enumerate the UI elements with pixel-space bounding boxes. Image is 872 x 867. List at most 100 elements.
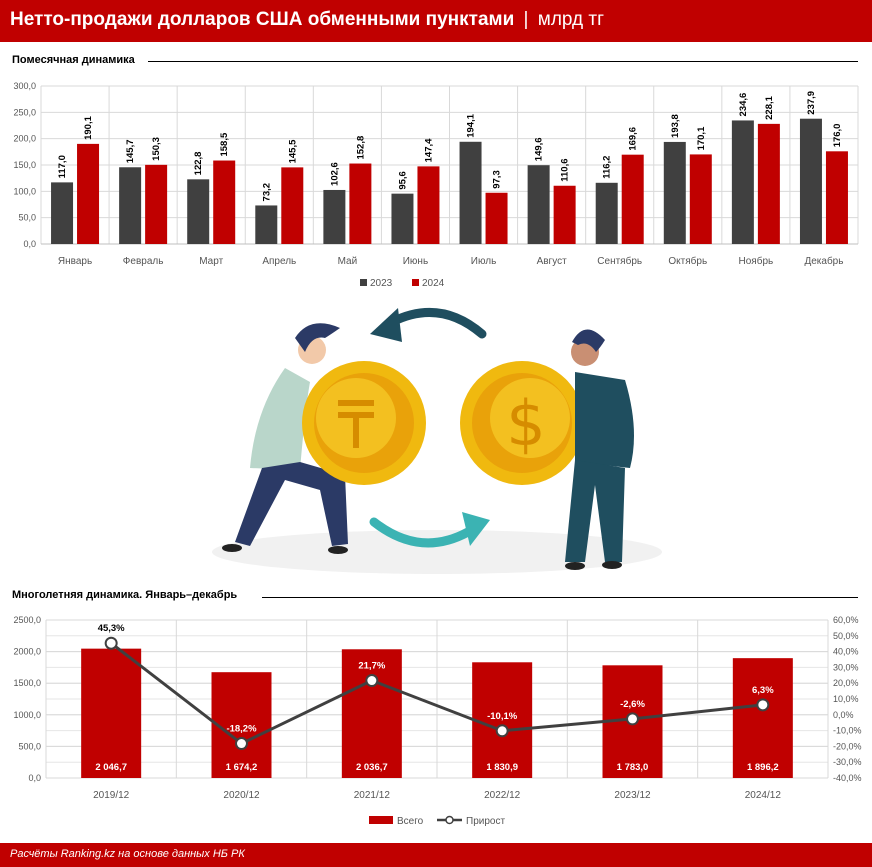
- exchange-arrows-icon: [369, 307, 490, 548]
- x-category-label: Август: [537, 256, 568, 267]
- y2-tick-label: 30,0%: [833, 662, 859, 672]
- legend-swatch-growth-marker: [445, 815, 454, 825]
- legend-label: 2024: [422, 278, 445, 289]
- y2-tick-label: -30,0%: [833, 757, 862, 767]
- x-category-label: 2023/12: [614, 790, 651, 801]
- data-label: 149,6: [534, 137, 545, 161]
- x-category-label: Октябрь: [668, 255, 707, 267]
- data-label: 152,8: [355, 136, 366, 160]
- header-bar: Нетто-продажи долларов США обменными пун…: [0, 0, 872, 42]
- y-tick-label: 300,0: [13, 81, 36, 91]
- y-tick-label: 100,0: [13, 186, 36, 196]
- y-tick-label: 200,0: [13, 134, 36, 144]
- y2-tick-label: 20,0%: [833, 678, 859, 688]
- data-label: 145,7: [125, 139, 136, 163]
- y-tick-label: 2500,0: [13, 615, 41, 625]
- data-label: 122,8: [193, 152, 204, 176]
- bar-value-label: 1 896,2: [747, 762, 779, 773]
- x-category-label: Март: [199, 256, 223, 267]
- monthly-section-rule: [148, 61, 858, 62]
- data-label: 150,3: [151, 137, 162, 161]
- x-category-label: 2020/12: [223, 790, 260, 801]
- page-title: Нетто-продажи долларов США обменными пун…: [10, 9, 604, 31]
- bar-2023: [663, 141, 686, 244]
- bar-total: [211, 672, 272, 778]
- bar-2024: [77, 143, 100, 244]
- data-label: 234,6: [738, 93, 749, 117]
- bar-2023: [527, 165, 550, 244]
- y2-tick-label: -40,0%: [833, 773, 862, 783]
- data-label: 97,3: [492, 170, 503, 188]
- y-tick-label: 1000,0: [13, 710, 41, 720]
- data-label: 73,2: [261, 183, 272, 202]
- svg-text:$: $: [506, 387, 545, 460]
- data-label: 158,5: [219, 132, 230, 156]
- legend-swatch-2024: [412, 279, 419, 286]
- bar-2024: [213, 160, 236, 244]
- multiyear-section-title: Многолетняя динамика. Январь–декабрь: [12, 589, 238, 601]
- x-category-label: Январь: [58, 256, 92, 267]
- tenge-coin-icon: [302, 361, 426, 485]
- bar-2023: [187, 179, 210, 244]
- y2-tick-label: 10,0%: [833, 694, 859, 704]
- x-category-label: Декабрь: [804, 255, 843, 267]
- ground-shadow: [212, 530, 662, 574]
- multiyear-section-rule: [262, 597, 858, 598]
- bar-value-label: 1 830,9: [486, 762, 518, 773]
- y2-tick-label: 60,0%: [833, 615, 859, 625]
- data-label: 117,0: [57, 155, 68, 178]
- legend-label: 2023: [370, 278, 393, 289]
- data-label: 194,1: [466, 113, 477, 137]
- bar-total: [732, 658, 793, 778]
- y2-tick-label: 50,0%: [833, 631, 859, 641]
- y-tick-label: 250,0: [13, 107, 36, 117]
- x-category-label: Сентябрь: [597, 255, 642, 267]
- x-category-label: 2024/12: [745, 790, 782, 801]
- data-label: 110,6: [560, 159, 571, 182]
- y2-tick-label: -10,0%: [833, 726, 862, 736]
- growth-label: 6,3%: [752, 685, 774, 696]
- multiyear-chart: -40,0% -30,0% -20,0% -10,0% 0,0% 10,0% 20,0% 30…: [13, 615, 862, 827]
- title-separator: |: [523, 9, 529, 30]
- growth-label: 45,3%: [98, 623, 125, 634]
- legend-label: Прирост: [466, 816, 505, 827]
- y-tick-label: 50,0: [18, 213, 36, 223]
- y-tick-label: 150,0: [13, 160, 36, 170]
- y-tick-label: 0,0: [28, 773, 41, 783]
- growth-point: [365, 674, 379, 688]
- bar-total: [472, 662, 533, 778]
- growth-point: [495, 724, 509, 738]
- x-category-label: 2021/12: [354, 790, 391, 801]
- bar-total: [81, 648, 142, 778]
- x-category-label: Май: [338, 256, 358, 267]
- x-category-label: Февраль: [123, 256, 164, 267]
- y2-tick-label: -20,0%: [833, 741, 862, 751]
- bar-2024: [485, 192, 508, 244]
- bar-2023: [391, 193, 414, 244]
- growth-label: -10,1%: [487, 711, 518, 722]
- growth-point: [626, 712, 639, 726]
- bar-value-label: 2 036,7: [356, 762, 388, 773]
- x-category-label: 2019/12: [93, 790, 130, 801]
- bar-2023: [119, 167, 142, 244]
- y-tick-label: 500,0: [18, 741, 41, 751]
- growth-point: [104, 636, 118, 650]
- x-category-label: Июль: [471, 256, 497, 267]
- bar-2023: [51, 182, 74, 244]
- growth-label: -2,6%: [620, 699, 645, 710]
- data-label: 193,8: [670, 114, 681, 138]
- data-label: 170,1: [696, 126, 707, 150]
- bar-2024: [417, 166, 440, 244]
- bar-value-label: 1 783,0: [617, 762, 649, 773]
- exchange-illustration: $: [212, 307, 662, 574]
- growth-line: [110, 642, 763, 746]
- y-tick-label: 2000,0: [13, 647, 41, 657]
- y-tick-label: 0,0: [23, 239, 36, 249]
- footer-source: Расчёты Ranking.kz на основе данных НБ Р…: [10, 848, 245, 860]
- bar-value-label: 1 674,2: [226, 762, 258, 773]
- x-category-label: Ноябрь: [739, 255, 774, 267]
- data-label: 102,6: [329, 162, 340, 186]
- legend-swatch-total: [369, 816, 393, 824]
- legend-label: Всего: [397, 816, 424, 827]
- data-label: 145,5: [287, 139, 298, 163]
